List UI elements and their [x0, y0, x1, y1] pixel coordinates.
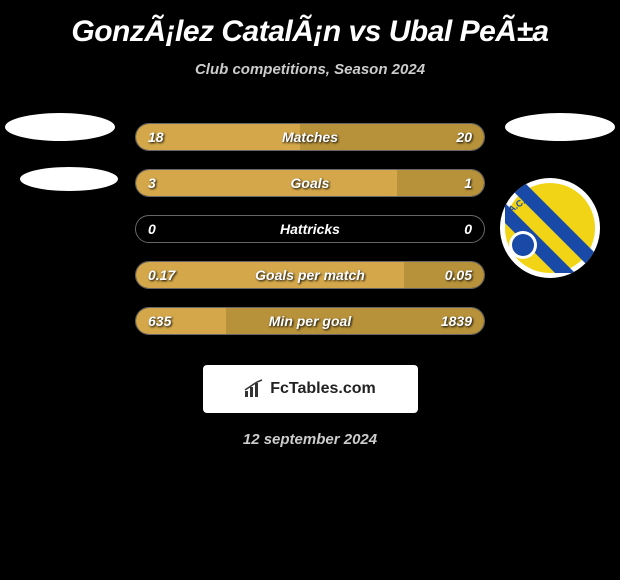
chart-icon [244, 379, 264, 399]
stat-bar: 635 1839 Min per goal [135, 307, 485, 335]
stat-left-value: 0 [148, 221, 156, 237]
subtitle: Club competitions, Season 2024 [195, 61, 425, 78]
stat-label: Min per goal [269, 313, 351, 329]
oval-shape [505, 113, 615, 141]
club-badge: A.C. [500, 178, 600, 278]
comparison-area: A.C. 1820Matches31Goals00Hattricks0.170.… [0, 123, 620, 335]
stat-label: Goals [291, 175, 330, 191]
stat-label: Hattricks [280, 221, 340, 237]
main-container: GonzÃ¡lez CatalÃ¡n vs Ubal PeÃ±a Club co… [0, 0, 620, 458]
stat-bar: 18 20 Matches [135, 123, 485, 151]
stat-left-value: 18 [148, 129, 164, 145]
stat-label: Goals per match [255, 267, 365, 283]
stat-bar: 0.17 0.05 Goals per match [135, 261, 485, 289]
stat-bar: 0 0 Hattricks [135, 215, 485, 243]
stat-bar: 3 1 Goals [135, 169, 485, 197]
brand-text: FcTables.com [270, 380, 376, 398]
brand-logo-box[interactable]: FcTables.com [203, 365, 418, 413]
stat-label: Matches [282, 129, 338, 145]
stat-right-value: 20 [456, 129, 472, 145]
date-text: 12 september 2024 [243, 431, 377, 448]
stat-rows: 18 20 Matches 3 1 Goals 0 0 Hattricks 0.17 0.05 Goa… [135, 123, 485, 335]
stat-fill-left [136, 170, 397, 196]
stat-right-value: 0.05 [445, 267, 472, 283]
player-left-placeholder [5, 113, 118, 191]
page-title: GonzÃ¡lez CatalÃ¡n vs Ubal PeÃ±a [71, 15, 548, 49]
stat-right-value: 1839 [441, 313, 472, 329]
stat-left-value: 635 [148, 313, 171, 329]
stat-right-value: 0 [464, 221, 472, 237]
stat-right-value: 1 [464, 175, 472, 191]
stat-left-value: 0.17 [148, 267, 175, 283]
badge-icon: A.C. [505, 183, 595, 273]
player-right-placeholder [505, 113, 615, 167]
oval-shape-small [20, 167, 118, 191]
stat-left-value: 3 [148, 175, 156, 191]
oval-shape [5, 113, 115, 141]
